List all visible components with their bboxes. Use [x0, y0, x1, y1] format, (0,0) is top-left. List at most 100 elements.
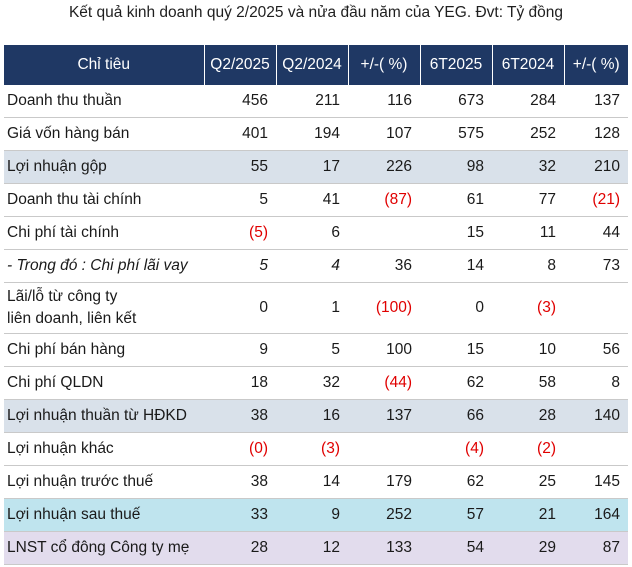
cell: 5 [204, 249, 276, 283]
cell: 15 [420, 216, 492, 250]
row-label: Lợi nhuận thuần từ HĐKD [4, 399, 204, 433]
cell: 5 [204, 183, 276, 217]
table-row: - Trong đó : Chi phí lãi vay 5 4 36 14 8… [4, 249, 628, 283]
table-title: Kết quả kinh doanh quý 2/2025 và nửa đầu… [68, 4, 564, 21]
cell: 73 [564, 249, 628, 283]
cell: (44) [348, 366, 420, 400]
cell [564, 432, 628, 466]
cell [348, 432, 420, 466]
cell: 179 [348, 465, 420, 499]
cell: 0 [204, 282, 276, 334]
cell: 25 [492, 465, 564, 499]
cell: 0 [420, 282, 492, 334]
cell: 210 [564, 150, 628, 184]
cell: 32 [492, 150, 564, 184]
header-q2-2025: Q2/2025 [204, 45, 277, 85]
cell: 6 [276, 216, 348, 250]
cell: 28 [492, 399, 564, 433]
cell [564, 282, 628, 334]
table-row: Giá vốn hàng bán 401 194 107 575 252 128 [4, 117, 628, 151]
cell: 36 [348, 249, 420, 283]
cell: 128 [564, 117, 628, 151]
row-label: Lợi nhuận gộp [4, 150, 204, 184]
header-row: Chỉ tiêu Q2/2025 Q2/2024 +/-( %) 6T2025 … [4, 45, 628, 85]
row-label: Doanh thu tài chính [4, 183, 204, 217]
cell [348, 216, 420, 250]
cell: 38 [204, 465, 276, 499]
table-row: Lợi nhuận thuần từ HĐKD 38 16 137 66 28 … [4, 399, 628, 433]
cell: 18 [204, 366, 276, 400]
cell: 41 [276, 183, 348, 217]
cell: 284 [492, 85, 564, 118]
row-label: Lợi nhuận trước thuế [4, 465, 204, 499]
cell: 226 [348, 150, 420, 184]
cell: 10 [492, 333, 564, 367]
row-label: Chi phí bán hàng [4, 333, 204, 367]
cell: 194 [276, 117, 348, 151]
cell: (100) [348, 282, 420, 334]
cell: 100 [348, 333, 420, 367]
cell: 12 [276, 531, 348, 565]
cell: 44 [564, 216, 628, 250]
cell: 211 [276, 85, 348, 118]
cell: 1 [276, 282, 348, 334]
table-row: Lợi nhuận trước thuế 38 14 179 62 25 145 [4, 465, 628, 499]
cell: (3) [276, 432, 348, 466]
cell: 5 [276, 333, 348, 367]
table-row: Doanh thu tài chính 5 41 (87) 61 77 (21) [4, 183, 628, 217]
cell: 456 [204, 85, 276, 118]
cell: 673 [420, 85, 492, 118]
table-row: Lợi nhuận khác (0) (3) (4) (2) [4, 432, 628, 466]
cell: 133 [348, 531, 420, 565]
cell: 116 [348, 85, 420, 118]
table-row: Chi phí QLDN 18 32 (44) 62 58 8 [4, 366, 628, 400]
cell: 32 [276, 366, 348, 400]
cell: 137 [348, 399, 420, 433]
row-label: Chi phí QLDN [4, 366, 204, 400]
cell: 8 [564, 366, 628, 400]
table-row: LNST cổ đông Công ty mẹ 28 12 133 54 29 … [4, 531, 628, 565]
cell: 58 [492, 366, 564, 400]
header-indicator: Chỉ tiêu [4, 45, 205, 85]
row-label: LNST cổ đông Công ty mẹ [4, 531, 204, 565]
row-label: Giá vốn hàng bán [4, 117, 204, 151]
cell: 11 [492, 216, 564, 250]
header-change-quarter: +/-( %) [348, 45, 421, 85]
cell: 16 [276, 399, 348, 433]
cell: 164 [564, 498, 628, 532]
cell: 9 [276, 498, 348, 532]
cell: (2) [492, 432, 564, 466]
row-label: Chi phí tài chính [4, 216, 204, 250]
cell: (4) [420, 432, 492, 466]
table-row: Chi phí tài chính (5) 6 15 11 44 [4, 216, 628, 250]
header-change-half: +/-( %) [564, 45, 628, 85]
cell: 401 [204, 117, 276, 151]
row-label: Lãi/lỗ từ công ty liên doanh, liên kết [4, 282, 204, 334]
cell: 28 [204, 531, 276, 565]
cell: 62 [420, 366, 492, 400]
results-table: Chỉ tiêu Q2/2025 Q2/2024 +/-( %) 6T2025 … [4, 45, 628, 565]
cell: 252 [348, 498, 420, 532]
row-label: - Trong đó : Chi phí lãi vay [4, 249, 204, 283]
table-row: Lợi nhuận sau thuế 33 9 252 57 21 164 [4, 498, 628, 532]
cell: (5) [204, 216, 276, 250]
cell: 77 [492, 183, 564, 217]
cell: 66 [420, 399, 492, 433]
cell: 21 [492, 498, 564, 532]
cell: 4 [276, 249, 348, 283]
cell: 33 [204, 498, 276, 532]
cell: 54 [420, 531, 492, 565]
header-6t2024: 6T2024 [492, 45, 565, 85]
cell: 87 [564, 531, 628, 565]
cell: 107 [348, 117, 420, 151]
table-row: Lợi nhuận gộp 55 17 226 98 32 210 [4, 150, 628, 184]
cell: (3) [492, 282, 564, 334]
table-row: Doanh thu thuần 456 211 116 673 284 137 [4, 85, 628, 118]
row-label: Lợi nhuận khác [4, 432, 204, 466]
cell: 252 [492, 117, 564, 151]
cell: 140 [564, 399, 628, 433]
table-row: Lãi/lỗ từ công ty liên doanh, liên kết 0 … [4, 282, 628, 334]
cell: 55 [204, 150, 276, 184]
table-row: Chi phí bán hàng 9 5 100 15 10 56 [4, 333, 628, 367]
cell: 137 [564, 85, 628, 118]
